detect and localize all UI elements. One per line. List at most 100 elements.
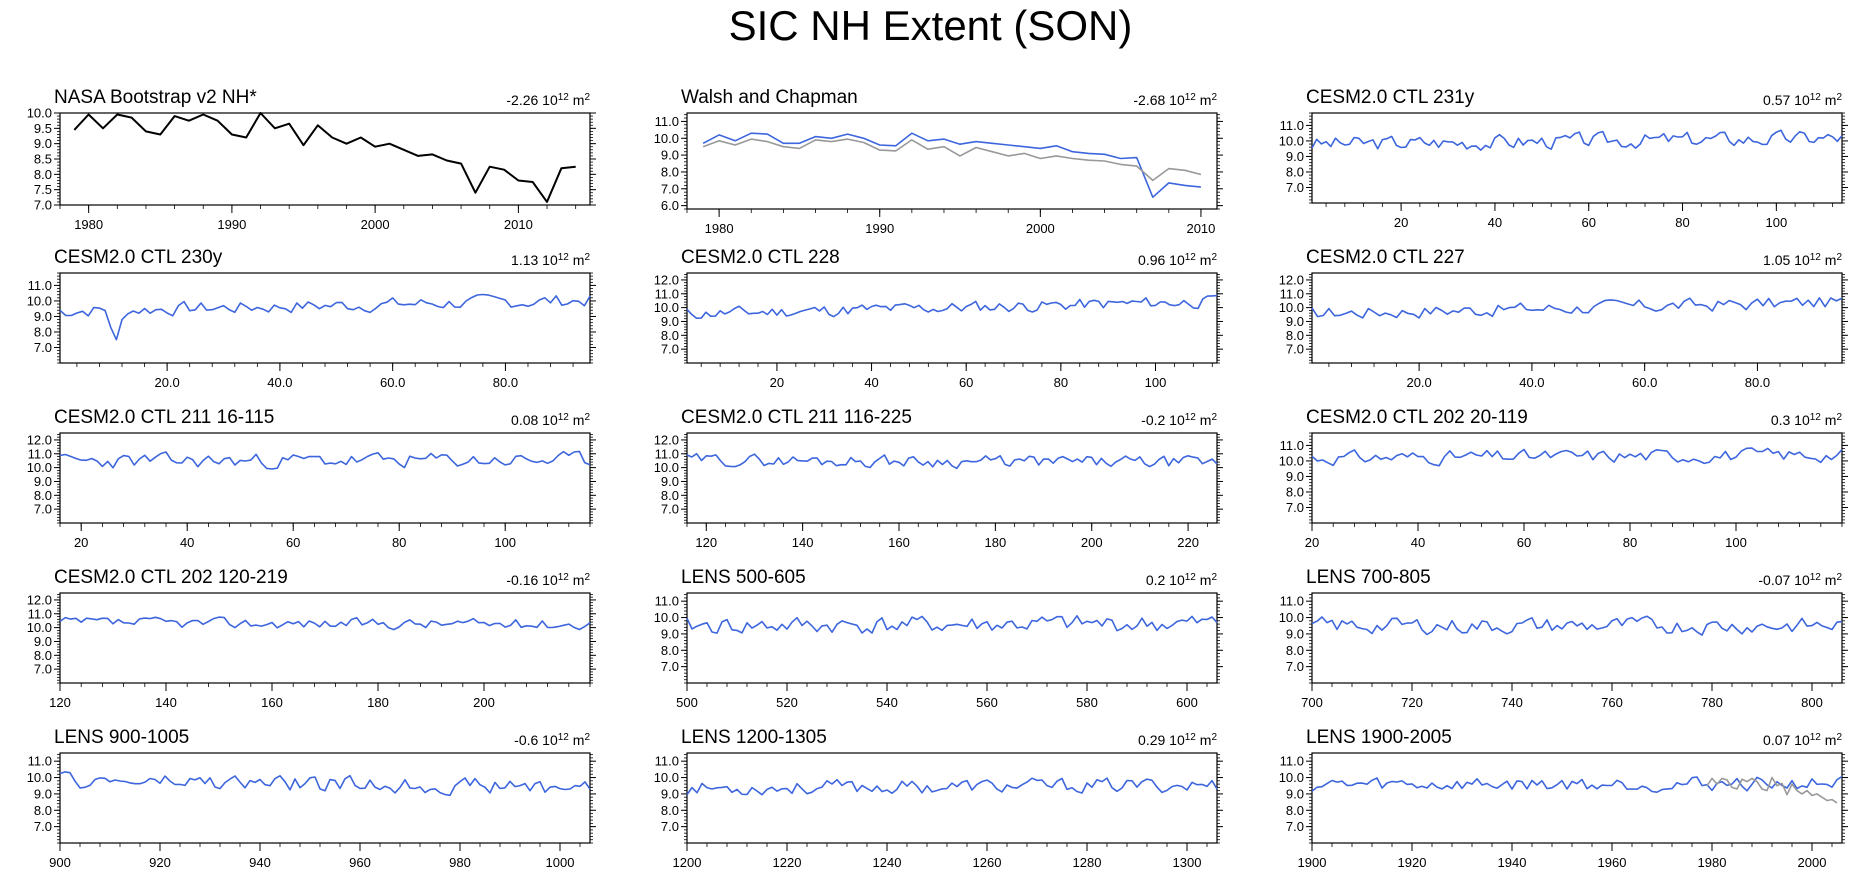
chart-panel: LENS 900-1005 -0.6 1012 m2 7.08.0 9.010.011… <box>27 727 596 870</box>
trend-label: 0.2 1012 m2 <box>1146 572 1218 588</box>
x-tick-label: 60 <box>959 375 973 390</box>
series-line <box>1311 297 1843 319</box>
y-tick-label: 9.0 <box>1286 786 1304 801</box>
y-tick-label: 8.0 <box>661 328 679 343</box>
y-tick-label: 9.0 <box>661 786 679 801</box>
x-tick-label: 200 <box>473 695 495 710</box>
y-tick-label: 8.0 <box>34 167 52 182</box>
x-tick-label: 220 <box>1177 535 1199 550</box>
x-tick-label: 1000 <box>546 855 575 870</box>
y-tick-label: 11.0 <box>655 754 679 769</box>
x-tick-label: 160 <box>261 695 283 710</box>
y-tick-label: 8.0 <box>1286 164 1304 179</box>
x-tick-label: 1300 <box>1173 855 1202 870</box>
y-tick-label: 8.0 <box>661 643 679 658</box>
x-tick-label: 20 <box>1305 535 1319 550</box>
x-tick-label: 980 <box>449 855 471 870</box>
series-line <box>1311 615 1843 636</box>
y-tick-label: 10.0 <box>654 460 679 475</box>
x-tick-label: 1990 <box>865 221 894 236</box>
x-tick-label: 560 <box>976 695 998 710</box>
series-line <box>1311 447 1843 467</box>
panel-title: CESM2.0 CTL 228 <box>681 247 840 268</box>
series-line <box>686 777 1218 796</box>
series-line <box>59 450 591 470</box>
trend-label: -0.6 1012 m2 <box>514 732 590 748</box>
plot-frame <box>686 432 1218 524</box>
series-line <box>686 452 1218 470</box>
y-tick-label: 9.0 <box>34 786 52 801</box>
series-line <box>686 294 1218 320</box>
y-tick-label: 10.0 <box>27 620 52 635</box>
y-tick-label: 11.0 <box>1280 754 1304 769</box>
chart-panel: CESM2.0 CTL 230y 1.13 1012 m2 7.08.09.010.… <box>27 247 596 390</box>
series-line <box>1311 129 1843 151</box>
series-line <box>702 132 1201 198</box>
x-tick-label: 1980 <box>1698 855 1727 870</box>
y-tick-label: 10.0 <box>654 610 679 625</box>
chart-panel: LENS 500-605 0.2 1012 m2 7.08.0 9.010.011.0… <box>654 567 1223 710</box>
x-tick-label: 60 <box>1581 215 1595 230</box>
y-tick-label: 12.0 <box>27 432 52 447</box>
y-tick-label: 10.0 <box>654 131 679 146</box>
panel-title: Walsh and Chapman <box>681 87 858 108</box>
y-tick-label: 9.0 <box>34 634 52 649</box>
y-tick-label: 11.0 <box>655 594 679 609</box>
x-tick-label: 180 <box>367 695 389 710</box>
panel-title: LENS 1200-1305 <box>681 727 827 748</box>
y-tick-label: 10.0 <box>1279 610 1304 625</box>
y-tick-label: 7.0 <box>661 502 679 517</box>
plot-frame <box>686 752 1218 844</box>
series-line <box>1706 776 1838 804</box>
y-tick-label: 11.0 <box>1280 118 1304 133</box>
x-tick-label: 1990 <box>217 217 246 232</box>
plot-frame <box>1311 432 1843 524</box>
trend-label: -0.07 1012 m2 <box>1758 572 1842 588</box>
y-tick-label: 11.0 <box>1280 286 1304 301</box>
y-tick-label: 12.0 <box>27 592 52 607</box>
x-tick-label: 1960 <box>1598 855 1627 870</box>
x-tick-label: 2010 <box>504 217 533 232</box>
trend-label: -2.26 1012 m2 <box>506 92 590 108</box>
y-tick-label: 10.0 <box>27 106 52 121</box>
x-tick-label: 1980 <box>705 221 734 236</box>
y-tick-label: 9.0 <box>661 626 679 641</box>
x-tick-label: 700 <box>1301 695 1323 710</box>
plot-frame <box>686 592 1218 684</box>
x-tick-label: 40 <box>1488 215 1502 230</box>
x-tick-label: 2000 <box>1798 855 1827 870</box>
x-tick-label: 60.0 <box>1632 375 1657 390</box>
x-tick-label: 780 <box>1701 695 1723 710</box>
series-line <box>59 293 591 341</box>
x-tick-label: 20 <box>770 375 784 390</box>
plot-frame <box>59 752 591 844</box>
y-tick-label: 11.0 <box>1280 594 1304 609</box>
panel-title: LENS 700-805 <box>1306 567 1431 588</box>
y-tick-label: 12.0 <box>654 432 679 447</box>
y-tick-label: 10.0 <box>1279 453 1304 468</box>
trend-label: 1.13 1012 m2 <box>511 252 590 268</box>
plot-frame <box>59 112 591 206</box>
plot-frame <box>59 272 591 364</box>
panel-title: CESM2.0 CTL 227 <box>1306 247 1465 268</box>
y-tick-label: 7.0 <box>1286 500 1304 515</box>
x-tick-label: 580 <box>1076 695 1098 710</box>
trend-label: 0.08 1012 m2 <box>511 412 590 428</box>
trend-label: 0.29 1012 m2 <box>1138 732 1217 748</box>
y-tick-label: 10.0 <box>27 770 52 785</box>
x-tick-label: 140 <box>792 535 814 550</box>
trend-label: 0.3 1012 m2 <box>1771 412 1843 428</box>
y-tick-label: 9.0 <box>1286 314 1304 329</box>
chart-panel: CESM2.0 CTL 202 20-119 0.3 1012 m2 7.08.09… <box>1279 407 1848 550</box>
chart-panel: CESM2.0 CTL 211 116-225 -0.2 1012 m2 7.08.… <box>654 407 1223 550</box>
y-tick-label: 8.0 <box>1286 803 1304 818</box>
series-line <box>59 616 591 631</box>
chart-panel: LENS 1200-1305 0.29 1012 m27.08.09.010.01… <box>654 727 1223 870</box>
x-tick-label: 40 <box>180 535 194 550</box>
x-tick-label: 1940 <box>1498 855 1527 870</box>
x-tick-label: 1260 <box>973 855 1002 870</box>
x-tick-label: 1920 <box>1398 855 1427 870</box>
x-tick-label: 100 <box>1145 375 1167 390</box>
chart-panel: CESM2.0 CTL 211 16-115 0.08 1012 m2 7.08.0… <box>27 407 596 550</box>
x-tick-label: 1900 <box>1298 855 1327 870</box>
